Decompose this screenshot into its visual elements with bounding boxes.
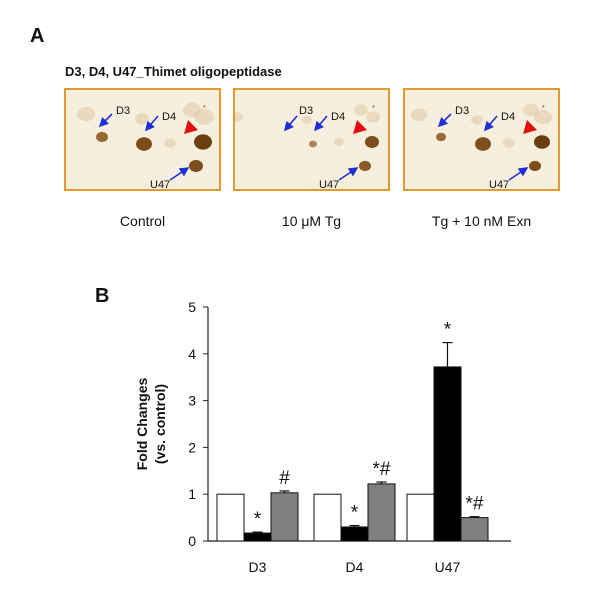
protein-spot xyxy=(359,160,371,172)
blot-svg: * D3 D4 U47 xyxy=(77,102,214,191)
protein-spot xyxy=(534,135,550,149)
blot-image-tg: * D3 D4 U47 xyxy=(233,88,390,191)
red-arrowhead-icon xyxy=(353,120,367,134)
red-arrowhead-icon xyxy=(184,120,198,134)
blot-svg: * D3 D4 U47 xyxy=(411,103,552,191)
protein-spot xyxy=(194,134,212,150)
protein-spot xyxy=(96,131,108,143)
faint-spot xyxy=(194,109,214,125)
panel-b-letter: B xyxy=(95,285,110,307)
significance-label: * xyxy=(351,503,359,524)
asterisk-mark: * xyxy=(372,105,375,112)
spot-label-u47: U47 xyxy=(489,179,509,191)
bar-u47-s1 xyxy=(406,493,435,542)
arrow-d3-icon xyxy=(283,115,298,132)
y-tick-label: 0 xyxy=(188,533,196,549)
arrow-u47-icon xyxy=(508,167,529,181)
significance-label: * xyxy=(444,320,452,341)
spot-label-d4: D4 xyxy=(162,111,176,123)
blot-caption-tg-exn: Tg + 10 nM Exn xyxy=(431,213,532,229)
significance-label: *# xyxy=(466,494,484,515)
blot-caption-tg: 10 μM Tg xyxy=(281,213,342,229)
arrow-d3-icon xyxy=(98,113,113,128)
y-axis-title-line: Fold Changes xyxy=(134,378,150,471)
faint-spot xyxy=(503,138,515,148)
significance-label: * xyxy=(254,509,262,530)
spot-label-u47: U47 xyxy=(150,179,170,191)
arrow-d4-icon xyxy=(313,115,328,132)
bar-u47-s2 xyxy=(433,366,462,542)
faint-spot xyxy=(77,106,95,122)
faint-spot xyxy=(334,138,344,146)
asterisk-mark: * xyxy=(542,105,545,112)
arrow-d3-icon xyxy=(437,113,452,128)
blot-svg: * D3 D4 U47 xyxy=(235,104,380,191)
bar-d4-s3 xyxy=(367,483,396,542)
bar-d3-s2 xyxy=(243,532,272,542)
panel-a-letter: A xyxy=(30,25,45,47)
bar-d3-s1 xyxy=(216,493,245,542)
spot-label-u47: U47 xyxy=(319,179,339,191)
red-arrowhead-icon xyxy=(523,120,537,134)
protein-spot xyxy=(136,137,152,151)
faint-spot xyxy=(164,138,176,148)
y-tick-label: 4 xyxy=(188,346,196,362)
faint-spot xyxy=(471,115,483,125)
faint-spot xyxy=(523,103,539,117)
arrow-d4-icon xyxy=(483,115,498,132)
x-category-label: D3 xyxy=(249,559,267,575)
blot-caption-control: Control xyxy=(119,213,166,229)
spot-label-d3: D3 xyxy=(455,105,469,117)
protein-spot xyxy=(365,136,379,148)
blot-image-tg-exn: * D3 D4 U47 xyxy=(403,88,560,191)
protein-spot xyxy=(309,140,317,148)
spot-label-d3: D3 xyxy=(299,105,313,117)
bar-d3-s3 xyxy=(270,492,299,542)
faint-spot xyxy=(235,112,243,122)
x-category-label: D4 xyxy=(346,559,364,575)
arrow-u47-icon xyxy=(169,167,190,181)
bar-u47-s3 xyxy=(460,517,489,542)
arrow-d4-icon xyxy=(144,115,159,132)
significance-label: # xyxy=(279,468,290,489)
spot-label-d4: D4 xyxy=(501,111,515,123)
y-tick-label: 3 xyxy=(188,393,196,409)
protein-spot xyxy=(529,160,541,172)
faint-spot xyxy=(354,104,368,116)
blot-image-control: * D3 D4 U47 xyxy=(64,88,221,191)
faint-spot xyxy=(366,111,380,123)
protein-spot xyxy=(475,137,491,151)
x-category-label: U47 xyxy=(435,559,461,575)
y-tick-label: 2 xyxy=(188,439,196,455)
protein-spot xyxy=(436,132,446,142)
arrow-u47-icon xyxy=(338,167,359,181)
y-axis-title: Fold Changes (vs. control) xyxy=(134,378,168,471)
y-tick-label: 1 xyxy=(188,486,196,502)
faint-spot xyxy=(411,108,427,122)
blot-panel-title: D3, D4, U47_Thimet oligopeptidase xyxy=(65,64,282,79)
y-tick-label: 5 xyxy=(188,299,196,315)
faint-spot xyxy=(302,116,312,124)
spot-label-d4: D4 xyxy=(331,111,345,123)
asterisk-mark: * xyxy=(203,105,206,112)
bar-d4-s1 xyxy=(313,493,342,542)
y-axis-title-line: (vs. control) xyxy=(152,384,168,464)
protein-spot xyxy=(189,160,203,172)
significance-label: *# xyxy=(373,459,391,480)
bar-d4-s2 xyxy=(340,526,369,542)
faint-spot xyxy=(534,109,552,125)
spot-label-d3: D3 xyxy=(116,105,130,117)
